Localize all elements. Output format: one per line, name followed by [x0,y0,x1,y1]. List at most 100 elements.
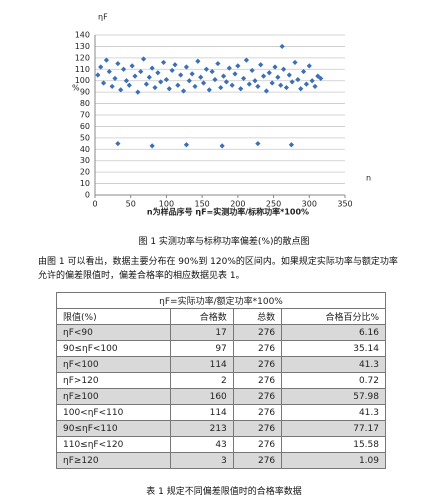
figure-caption: 图 1 实测功率与标称功率偏差(%)的散点图 [138,237,310,247]
y-tick-label: 60 [80,122,90,131]
point [180,88,187,94]
table-cell: 2 [170,372,234,389]
table-row: ηF>120 2 276 0.72 [55,372,386,389]
point [100,80,107,86]
y-label-top: ηF [98,13,108,22]
point [286,72,292,78]
point [288,142,295,148]
point [183,142,190,148]
y-tick-label: 0 [85,191,90,200]
point [155,70,161,76]
point [106,68,112,75]
table-row: ηF≥120 3 276 1.09 [55,452,386,469]
table-cell: 276 [232,356,283,373]
y-tick-label: 90 [80,88,90,97]
point [163,76,170,83]
y-tick-label: 80 [80,99,90,108]
point [135,89,141,95]
table-row: ηF<100 114 276 41.3 [55,356,386,373]
point [115,140,121,147]
point [263,88,270,94]
point [149,143,155,149]
table-cell: 57.98 [281,388,386,405]
header-cell: 合格百分比% [281,308,386,325]
point [186,78,192,84]
table-cell: 90≤ηF<110 [55,420,172,437]
point [206,87,212,93]
point [152,84,158,91]
table-cell: 276 [232,452,283,469]
table-row: 90≤ηF<110 213 276 77.17 [55,420,386,437]
point [146,74,152,80]
point [183,64,190,70]
y-tick-label: 130 [75,42,90,51]
table-cell: 110≤ηF<120 [55,436,172,453]
table-caption: 表 1 规定不同偏差限值时的合格率数据 [146,487,302,497]
point [95,72,101,78]
x-label: n [366,174,371,183]
point [306,63,312,69]
point [246,81,252,87]
point [109,83,115,90]
point [212,76,218,83]
point [272,64,278,70]
x-tick-label: 350 [337,200,352,209]
y-tick-label: 120 [75,53,90,62]
table-cell: 276 [232,372,283,389]
point [243,57,250,63]
table-cell: 77.17 [281,420,386,437]
y-label: % [72,84,80,93]
x-tick-label: 250 [266,200,281,209]
point [223,79,230,85]
point [126,82,132,88]
table-cell: 35.14 [281,340,386,357]
point [118,87,124,93]
point [303,81,310,87]
table-cell: ηF>120 [55,372,172,389]
legend-note: n为样品序号 ηF=实测功率/标称功率*100% [147,207,309,217]
header-row: 限值(%) 合格数 总数 合格百分比% [55,308,386,325]
point [115,60,121,67]
y-tick-label: 110 [75,65,90,74]
point [240,75,247,82]
y-tick-label: 100 [75,76,90,85]
y-tick-label: 30 [80,156,90,165]
y-tick-label: 50 [80,133,90,142]
x-tick-label: 300 [302,200,317,209]
point [200,80,207,86]
point [149,65,155,71]
point [138,68,144,75]
point [198,74,204,80]
table-row: 90≤ηF<100 97 276 35.14 [55,340,386,357]
table-cell: 1.09 [281,452,386,469]
point [315,73,321,79]
point [175,82,181,88]
y-tick-label: 40 [80,145,90,154]
point [192,83,198,90]
table-cell: 160 [170,388,234,405]
table-cell: 276 [232,436,283,453]
table-cell: 0.72 [281,372,386,389]
point [298,86,304,92]
table-cell: 17 [170,324,234,341]
table-cell: ηF<90 [55,324,172,341]
point [255,83,261,90]
table-row: ηF<90 17 276 6.16 [55,324,386,341]
table-cell: 100<ηF<110 [55,404,172,421]
point [98,64,104,70]
data-table: ηF=实际功率/额定功率*100% 限值(%) 合格数 总数 合格百分比% ηF<90 17… [55,292,386,469]
table-cell: 3 [170,452,234,469]
table-title: ηF=实际功率/额定功率*100% [56,292,386,309]
point [312,83,318,90]
point [300,68,307,75]
table-cell: 6.16 [281,324,386,341]
y-tick-label: 20 [80,168,90,177]
point [215,60,221,67]
table-row: 100<ηF<110 114 276 41.3 [55,404,386,421]
point [160,59,167,66]
table-cell: 114 [170,404,234,421]
header-cell: 合格数 [170,308,234,325]
point [129,63,135,69]
point [279,43,285,50]
point [220,73,227,79]
